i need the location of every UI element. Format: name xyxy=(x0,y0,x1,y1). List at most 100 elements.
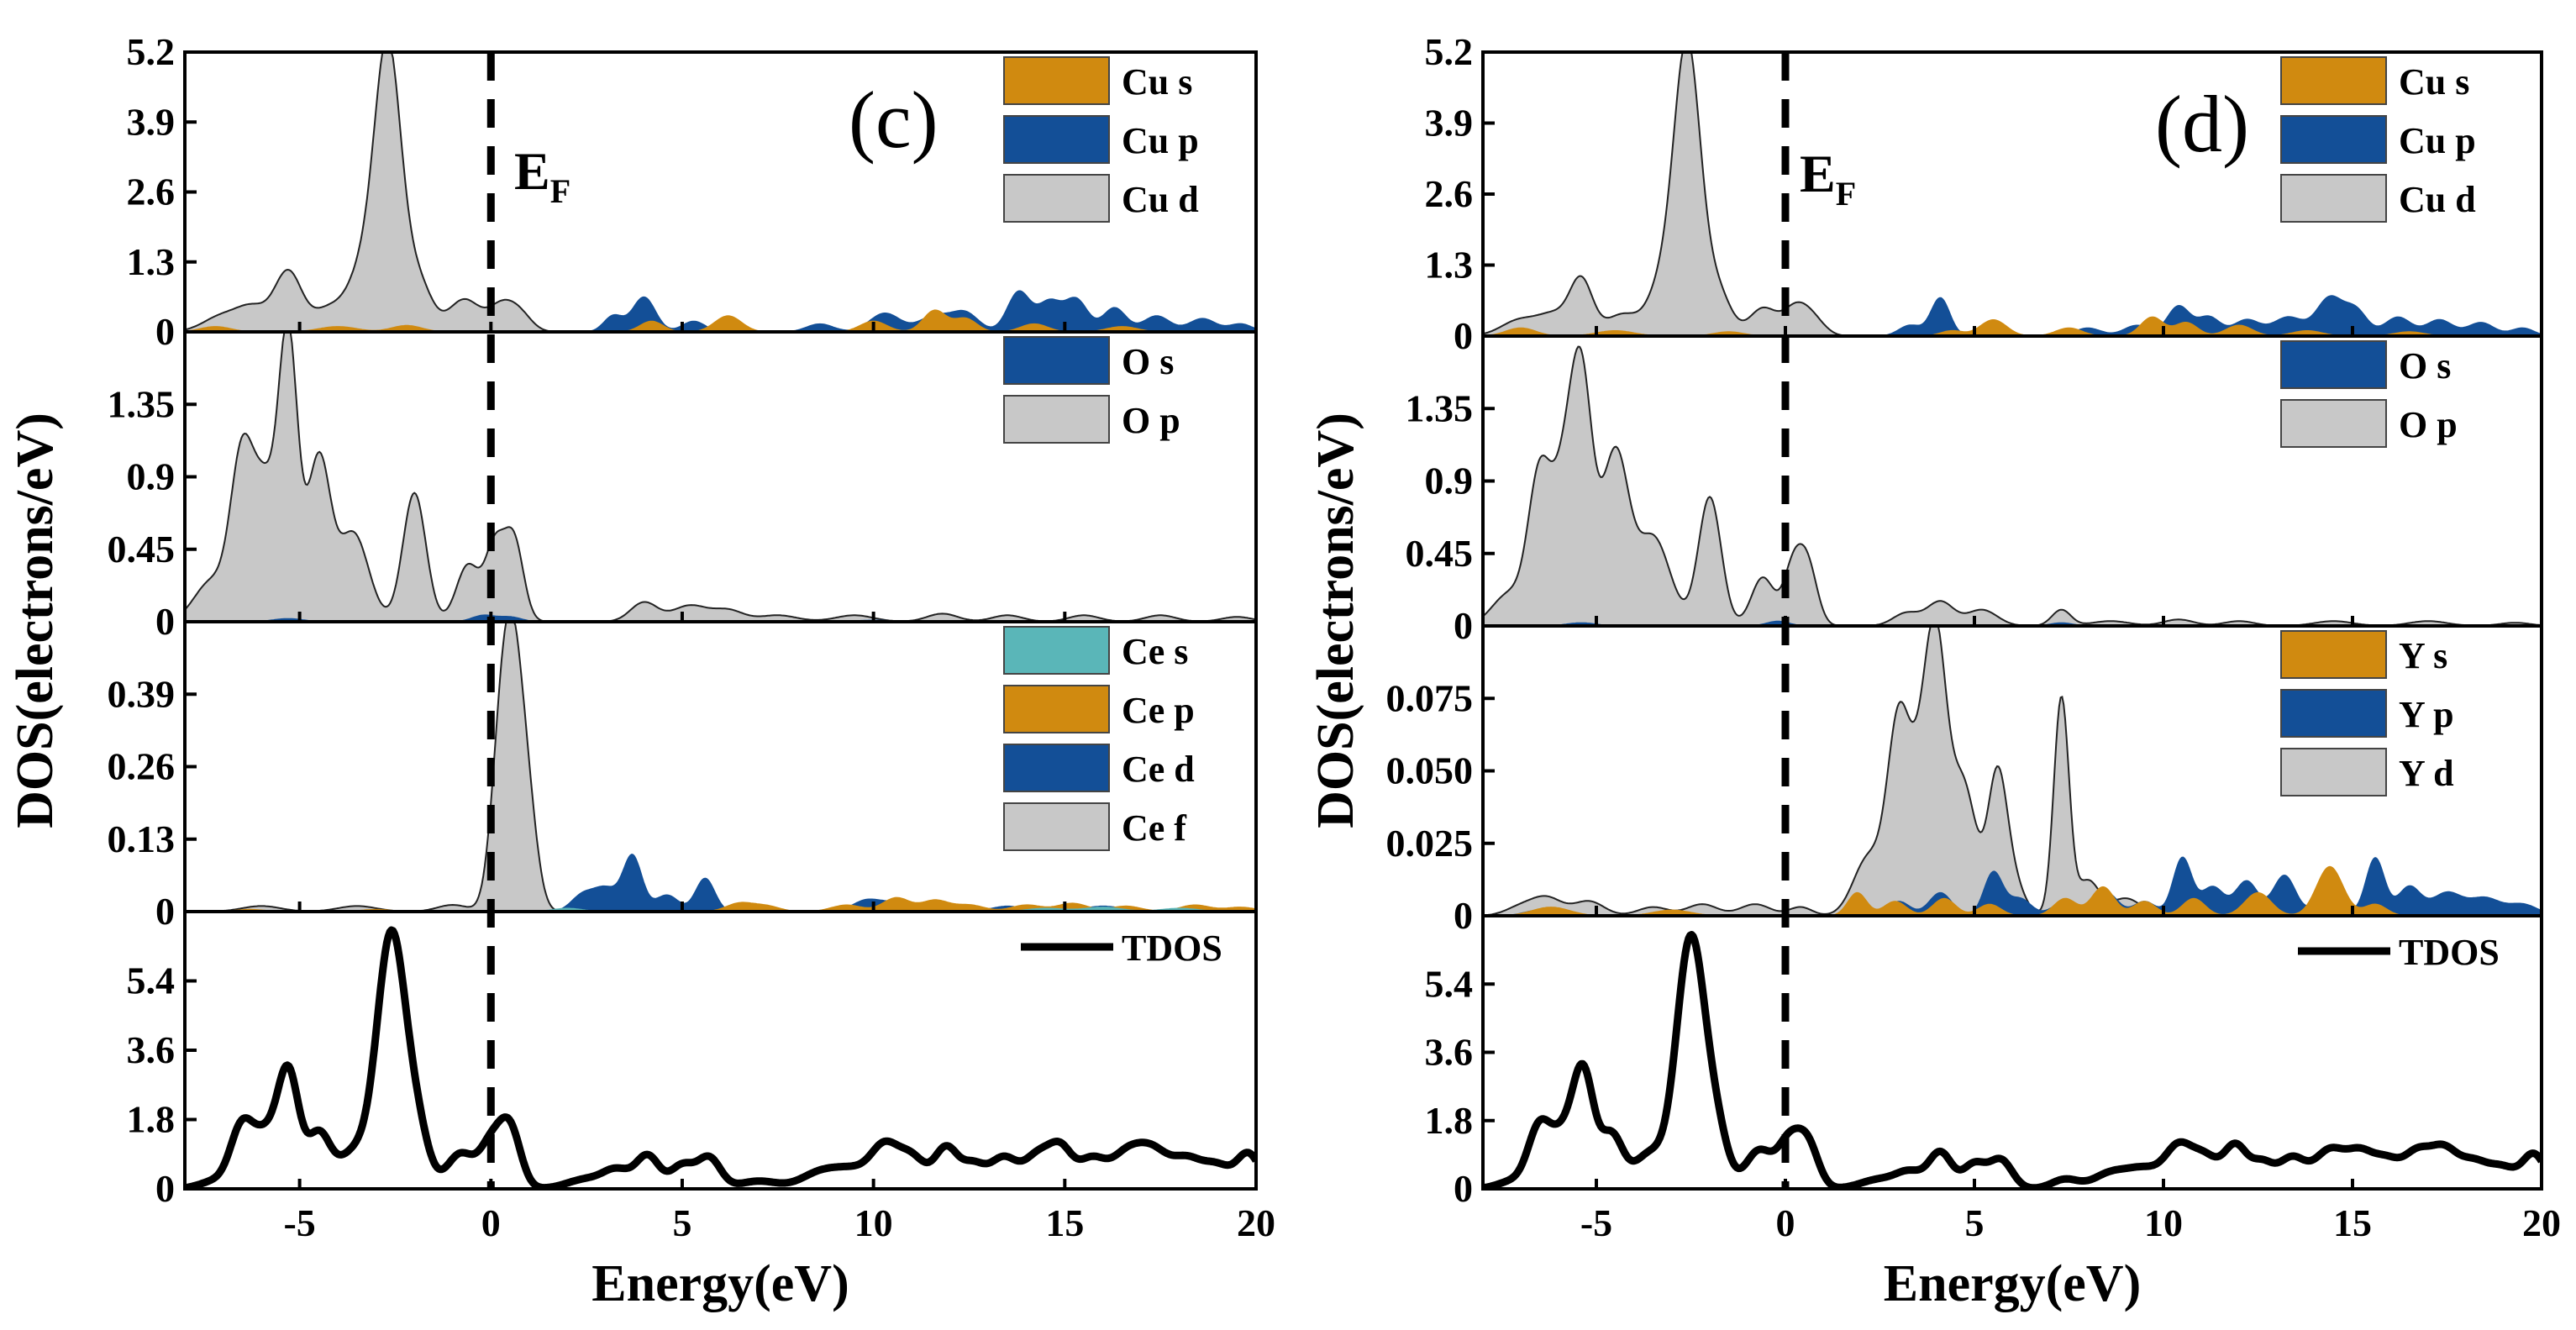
subplot-2: 0 0.45 0.9 1.35 O s O p xyxy=(108,330,1258,643)
series-ce-d-area xyxy=(185,854,1256,912)
y-tick-label: 0 xyxy=(1454,314,1473,357)
legend-swatch-cu-s xyxy=(1003,56,1110,105)
x-axis-title: Energy(eV) xyxy=(1884,1255,2141,1312)
legend-label-y-s: Y s xyxy=(2399,635,2447,676)
x-tick-label: 20 xyxy=(2522,1201,2561,1244)
legend-swatch-o-s xyxy=(1003,336,1110,385)
y-tick-label: 1.35 xyxy=(1406,386,1474,429)
series-ce-f-area xyxy=(185,622,1256,912)
y-tick-label: 0 xyxy=(1454,894,1473,937)
series-tdos-line xyxy=(1483,931,2542,1189)
legend-swatch-ce-d xyxy=(1003,744,1110,792)
series-cu-d-area xyxy=(185,52,1256,332)
legend-label-ce-d: Ce d xyxy=(1122,749,1195,790)
legend-label-y-p: Y p xyxy=(2399,694,2454,735)
y-axis-title: DOS(electrons/eV) xyxy=(7,413,64,828)
y-tick-label: 0.9 xyxy=(1425,460,1474,502)
legend-swatch-ce-f xyxy=(1003,802,1110,851)
x-tick-label: 0 xyxy=(481,1201,501,1244)
y-tick-label: 1.3 xyxy=(127,240,176,283)
legend-label-cu-d: Cu d xyxy=(1122,179,1199,220)
y-tick-label: 0.39 xyxy=(108,672,176,715)
x-tick-label: -5 xyxy=(1580,1201,1612,1244)
y-tick-label: 0 xyxy=(155,600,175,643)
y-tick-label: 3.9 xyxy=(127,100,176,143)
fermi-label-sub: F xyxy=(550,172,570,210)
legend-swatch-o-s xyxy=(2280,340,2387,389)
y-tick-label: 0.26 xyxy=(108,745,176,788)
x-tick-label: 0 xyxy=(1776,1201,1795,1244)
legend-label-ce-p: Ce p xyxy=(1122,690,1195,731)
subplot-4: 0 1.8 3.6 5.4 TDOS xyxy=(127,910,1258,1210)
legend-swatch-y-s xyxy=(2280,630,2387,679)
y-tick-label: 0.050 xyxy=(1386,749,1474,792)
legend-swatch-o-p xyxy=(1003,395,1110,444)
legend-swatch-cu-p xyxy=(2280,115,2387,164)
y-tick-label: 0.45 xyxy=(108,528,176,570)
fermi-level-label: EF xyxy=(1800,144,1856,213)
y-tick-label: 1.8 xyxy=(127,1098,176,1141)
series-tdos-line xyxy=(185,926,1256,1189)
x-tick-label: 15 xyxy=(1045,1201,1084,1244)
legend-swatch-o-p xyxy=(2280,399,2387,448)
y-tick-label: 3.6 xyxy=(1425,1031,1474,1074)
subplot-frame xyxy=(183,910,1258,1191)
x-tick-label: 5 xyxy=(1965,1201,1985,1244)
y-tick-label: 3.9 xyxy=(1425,102,1474,145)
series-cu-d-area xyxy=(1483,52,2542,336)
subplot-frame xyxy=(1481,914,2543,1191)
legend-label-ce-f: Ce f xyxy=(1122,807,1187,849)
legend-label-o-s: O s xyxy=(2399,345,2451,386)
y-tick-label: 1.8 xyxy=(1425,1099,1474,1142)
x-tick-label: 15 xyxy=(2333,1201,2372,1244)
y-tick-label: 5.4 xyxy=(1425,962,1474,1005)
y-tick-label: 0.9 xyxy=(127,455,176,498)
x-tick-label: -5 xyxy=(283,1201,315,1244)
y-tick-label: 0.075 xyxy=(1386,676,1474,719)
y-tick-label: 0 xyxy=(155,1167,175,1210)
legend-label-tdos: TDOS xyxy=(2399,932,2500,973)
legend-swatch-ce-s xyxy=(1003,626,1110,675)
y-tick-label: 1.3 xyxy=(1425,244,1474,287)
y-tick-label: 0 xyxy=(1454,604,1473,647)
series-y-p-area xyxy=(1483,856,2542,916)
legend-swatch-ce-p xyxy=(1003,685,1110,733)
legend-swatch-cu-p xyxy=(1003,115,1110,164)
subplot-1: 0 1.3 2.6 3.9 5.2 Cu s Cu p Cu d xyxy=(127,30,1258,353)
y-tick-label: 0.13 xyxy=(108,817,176,860)
y-tick-label: 0 xyxy=(155,890,175,933)
legend-label-cu-s: Cu s xyxy=(1122,61,1192,103)
legend-swatch-y-p xyxy=(2280,689,2387,738)
x-tick-label: 20 xyxy=(1237,1201,1275,1244)
legend-label-y-d: Y d xyxy=(2399,753,2454,794)
fermi-label-main: E xyxy=(514,141,550,201)
y-tick-label: 2.6 xyxy=(127,171,176,213)
y-tick-label: 2.6 xyxy=(1425,172,1474,215)
y-tick-label: 3.6 xyxy=(127,1028,176,1071)
y-tick-label: 5.4 xyxy=(127,959,176,1002)
legend-swatch-y-d xyxy=(2280,748,2387,796)
y-tick-label: 5.2 xyxy=(127,30,176,73)
fermi-label-sub: F xyxy=(1836,175,1856,213)
legend-swatch-cu-s xyxy=(2280,56,2387,105)
legend-swatch-cu-d xyxy=(1003,174,1110,223)
y-tick-label: 0.025 xyxy=(1386,822,1474,865)
legend-label-o-p: O p xyxy=(1122,400,1180,441)
fermi-level-label: EF xyxy=(514,141,570,210)
legend-label-o-p: O p xyxy=(2399,404,2458,445)
panel-c: 0 1.3 2.6 3.9 5.2 Cu s Cu p Cu d 0 0.45 0.9 1.35 O s… xyxy=(7,30,1275,1312)
legend-label-cu-s: Cu s xyxy=(2399,61,2469,103)
legend-label-ce-s: Ce s xyxy=(1122,631,1188,672)
subplot-3: 0 0.025 0.050 0.075 Y s Y p Y d xyxy=(1386,624,2543,937)
x-tick-label: 5 xyxy=(672,1201,691,1244)
subplot-2: 0 0.45 0.9 1.35 O s O p xyxy=(1406,334,2543,647)
x-axis-title: Energy(eV) xyxy=(591,1255,849,1312)
y-tick-label: 5.2 xyxy=(1425,30,1474,73)
series-y-d-area xyxy=(1483,626,2542,916)
y-tick-label: 0.45 xyxy=(1406,532,1474,575)
legend-label-cu-p: Cu p xyxy=(2399,120,2476,161)
legend-label-tdos: TDOS xyxy=(1122,928,1222,969)
legend-label-cu-d: Cu d xyxy=(2399,179,2476,220)
fermi-label-main: E xyxy=(1800,144,1836,203)
